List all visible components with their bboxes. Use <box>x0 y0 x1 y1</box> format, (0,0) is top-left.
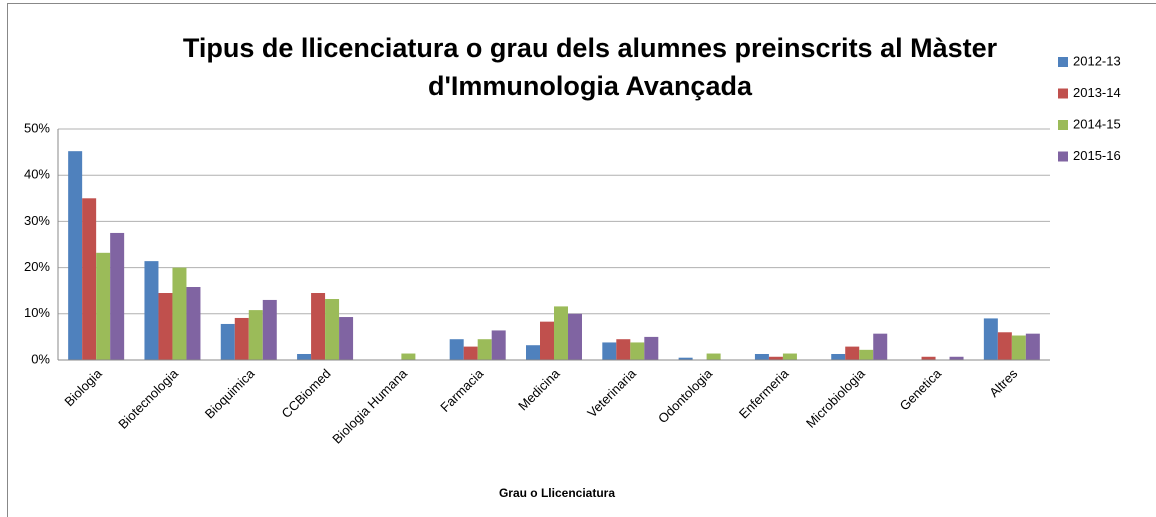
legend-swatch <box>1058 120 1068 130</box>
bar <box>768 356 783 360</box>
bar <box>186 287 201 360</box>
bar <box>845 346 860 360</box>
bar <box>644 336 659 360</box>
bar <box>983 318 998 360</box>
bar <box>706 353 721 360</box>
chart-frame <box>7 3 1156 517</box>
x-tick-label: CCBiomed <box>279 366 334 421</box>
bar <box>220 323 235 360</box>
chart-title: d'Immunologia Avançada <box>428 71 753 101</box>
bar <box>463 346 478 360</box>
bar <box>477 339 492 360</box>
x-tick-label: Microbiologia <box>803 365 868 430</box>
bar <box>554 306 568 360</box>
x-tick-label: Biologia Humana <box>329 365 410 446</box>
bar <box>526 345 540 360</box>
bar <box>1011 335 1026 360</box>
y-tick-label: 40% <box>24 167 50 182</box>
bar <box>449 339 464 360</box>
bar <box>859 349 874 360</box>
x-tick-label: Genetica <box>897 365 945 413</box>
legend-label: 2015-16 <box>1073 148 1121 163</box>
bar <box>401 353 416 360</box>
bar <box>297 353 312 360</box>
bar <box>997 332 1012 360</box>
bar <box>540 321 554 360</box>
bar <box>96 252 111 360</box>
x-tick-label: Odontologia <box>655 365 716 426</box>
bar <box>158 293 173 360</box>
bar <box>339 317 354 360</box>
bar <box>325 299 340 360</box>
bar <box>68 151 83 360</box>
y-tick-label: 10% <box>24 305 50 320</box>
bar <box>248 310 263 360</box>
x-tick-label: Altres <box>986 366 1020 400</box>
legend-swatch <box>1058 57 1068 67</box>
legend-swatch <box>1058 151 1068 162</box>
x-tick-label: Enfermeria <box>736 365 792 421</box>
bar <box>491 330 506 360</box>
bar <box>754 353 769 360</box>
bar <box>873 333 888 360</box>
legend-label: 2014-15 <box>1073 116 1121 131</box>
bar <box>144 261 159 360</box>
y-tick-label: 0% <box>31 351 50 366</box>
legend-swatch <box>1058 88 1068 99</box>
bar <box>630 342 645 360</box>
bar <box>616 339 631 360</box>
x-tick-label: Medicina <box>515 365 563 413</box>
bar <box>1025 333 1040 360</box>
bar <box>234 317 249 360</box>
y-tick-label: 20% <box>24 259 50 274</box>
x-tick-label: Bioquimica <box>202 365 258 421</box>
x-tick-label: Veterinaria <box>584 365 639 420</box>
bar <box>949 356 964 360</box>
bar <box>831 353 846 360</box>
bar <box>311 293 326 360</box>
x-tick-label: Biologia <box>61 365 105 409</box>
chart-title: Tipus de llicenciatura o grau dels alumn… <box>183 33 998 63</box>
y-tick-label: 30% <box>24 213 50 228</box>
bar <box>568 313 582 360</box>
legend-label: 2012-13 <box>1073 53 1121 68</box>
y-tick-label: 50% <box>24 120 50 135</box>
x-axis-title: Grau o Llicenciatura <box>499 486 615 500</box>
bar <box>82 198 97 360</box>
bar <box>921 356 936 360</box>
bar <box>602 342 617 360</box>
bar <box>172 267 187 360</box>
x-tick-label: Farmacia <box>437 365 486 414</box>
bar <box>678 357 693 360</box>
bar <box>782 353 797 360</box>
bar <box>110 232 125 360</box>
x-tick-label: Biotecnologia <box>115 365 181 431</box>
bar <box>262 299 277 360</box>
legend-label: 2013-14 <box>1073 85 1121 100</box>
